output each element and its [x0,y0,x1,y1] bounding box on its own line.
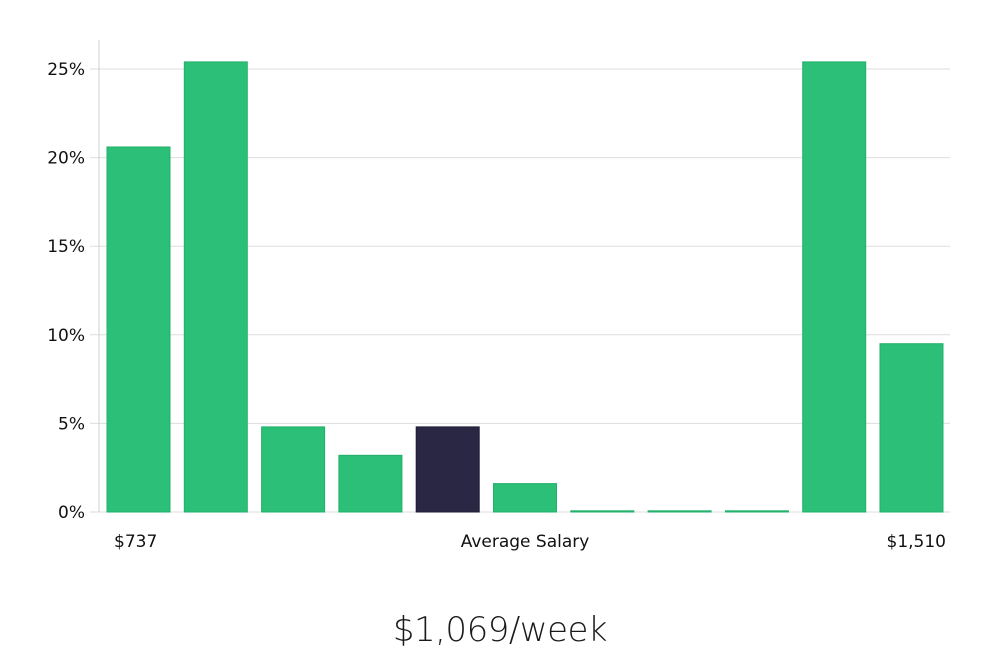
bar [879,343,944,513]
bar [724,510,789,513]
bar [802,61,867,513]
x-label-center: Average Salary [461,532,590,552]
bar [183,61,248,513]
bar-highlighted [415,426,480,513]
y-tick-label: 0% [58,503,85,523]
x-label-min: $737 [114,532,157,552]
bar [570,510,635,513]
y-tick-label: 5% [58,414,85,434]
y-tick-label: 20% [47,149,85,169]
bars [106,61,944,513]
y-tick-label: 15% [47,237,85,257]
bar [493,483,557,513]
salary-histogram: 0% 5% 10% 15% 20% 25% $737 Average Salary $1,… [47,40,950,552]
y-axis-ticks: 0% 5% 10% 15% 20% 25% [47,60,85,523]
bar [647,510,712,513]
bar [261,426,326,513]
x-label-max: $1,510 [887,532,946,552]
average-salary-value: $1,069/week [392,610,608,650]
bar [338,454,403,513]
y-tick-label: 10% [47,326,85,346]
bar [106,146,171,513]
y-tick-label: 25% [47,60,85,80]
